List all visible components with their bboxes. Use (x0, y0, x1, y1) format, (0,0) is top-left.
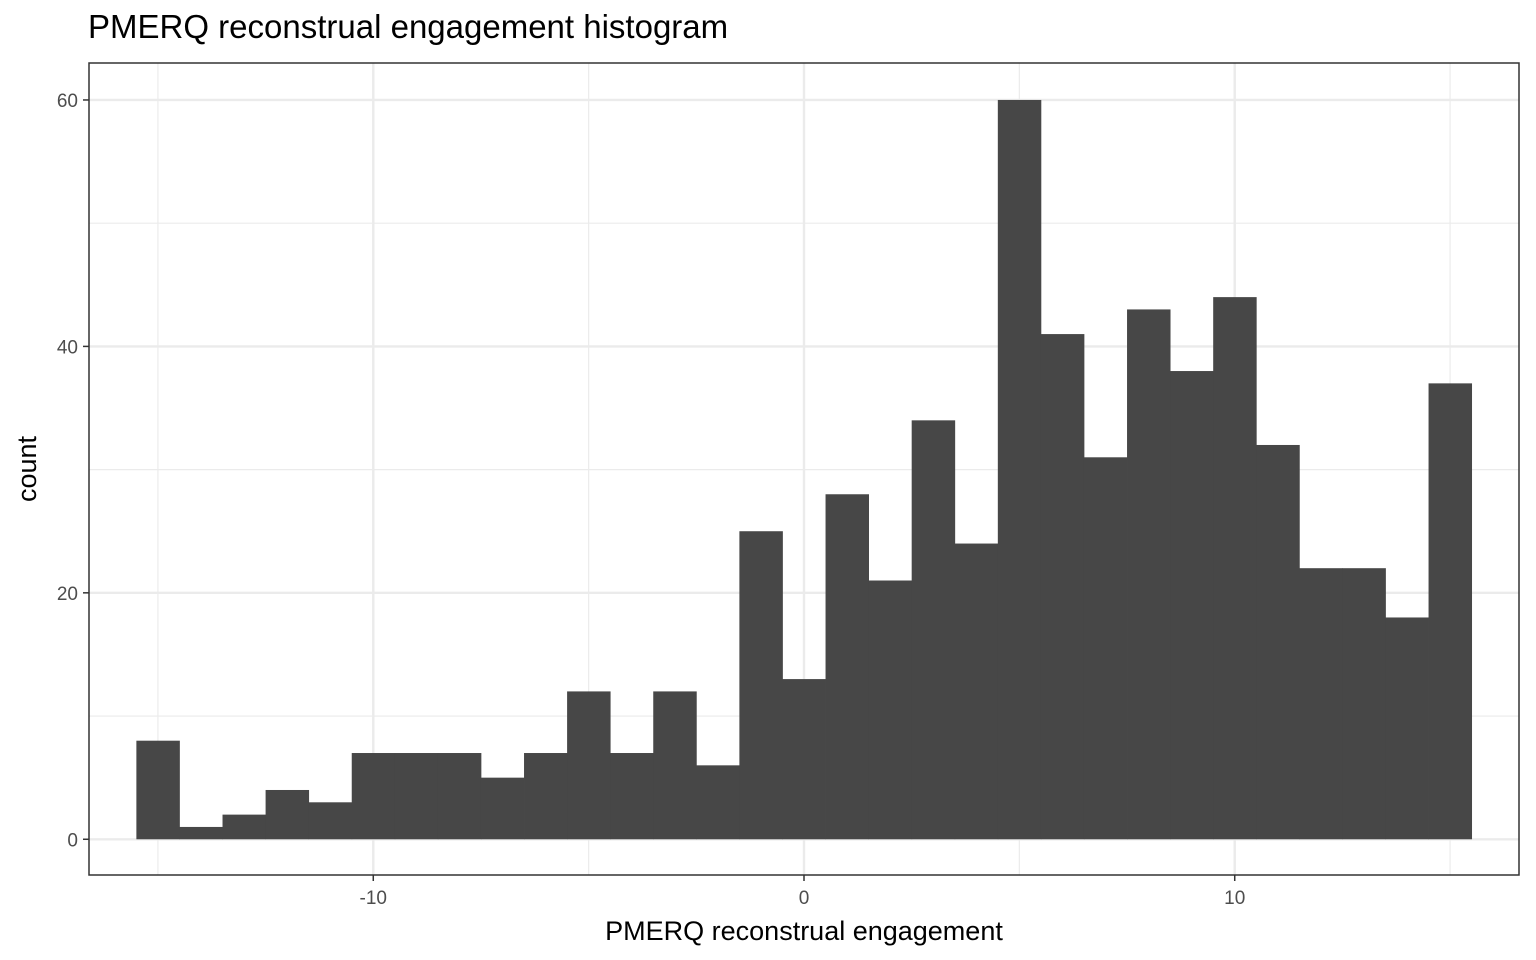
histogram-bar (739, 531, 783, 840)
histogram-bar (954, 543, 999, 840)
x-tick-label: -10 (360, 888, 387, 909)
histogram-bar (524, 753, 568, 840)
histogram-bar (1083, 457, 1128, 840)
histogram-bar (1170, 371, 1214, 840)
x-axis-ticks: -10 0 10 (360, 875, 1245, 909)
histogram-bar (480, 777, 525, 840)
y-axis-title: count (12, 435, 42, 502)
histogram-bar (868, 580, 913, 840)
bars (136, 99, 1473, 840)
histogram-bar (1342, 568, 1386, 840)
histogram-bar (265, 789, 310, 840)
histogram-bar (1385, 617, 1429, 840)
histogram-bar (825, 494, 870, 840)
y-tick-label: 60 (57, 91, 78, 112)
histogram-bar (1428, 383, 1473, 840)
x-axis-title: PMERQ reconstrual engagement (605, 916, 1003, 946)
histogram-bar (782, 679, 826, 840)
chart-title: PMERQ reconstrual engagement histogram (88, 8, 729, 45)
y-tick-label: 20 (57, 584, 78, 605)
histogram-bar (997, 99, 1042, 840)
histogram-bar (222, 814, 266, 840)
histogram-bar (351, 753, 396, 840)
x-tick-label: 0 (799, 888, 810, 909)
histogram-bar (653, 691, 697, 840)
histogram-bar (1299, 568, 1343, 840)
histogram-bar (136, 740, 180, 840)
histogram-bar (696, 765, 740, 840)
histogram-bar (911, 420, 956, 840)
histogram-bar (308, 802, 353, 840)
y-tick-label: 40 (57, 337, 78, 358)
histogram-bar (394, 753, 439, 840)
histogram-bar (179, 826, 223, 840)
histogram-bar (1213, 297, 1257, 840)
histogram-bar (610, 753, 654, 840)
histogram-bar (1127, 309, 1171, 840)
histogram-bar (437, 753, 482, 840)
histogram-bar (1256, 444, 1300, 840)
x-tick-label: 10 (1224, 888, 1245, 909)
y-axis-ticks: 0 20 40 60 (57, 91, 89, 851)
histogram-bar (1040, 334, 1085, 840)
y-tick-label: 0 (67, 830, 78, 851)
histogram-bar (567, 691, 611, 840)
